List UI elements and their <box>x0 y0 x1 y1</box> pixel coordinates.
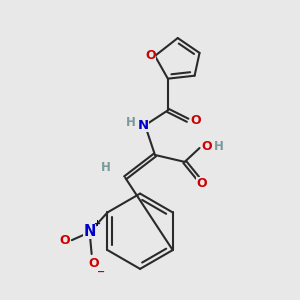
Text: O: O <box>88 257 99 270</box>
Text: N: N <box>137 119 148 132</box>
Text: N: N <box>83 224 96 239</box>
Text: O: O <box>190 114 201 127</box>
Text: H: H <box>213 140 223 152</box>
Text: O: O <box>146 50 156 62</box>
Text: H: H <box>100 161 110 174</box>
Text: +: + <box>93 219 100 228</box>
Text: O: O <box>60 234 70 247</box>
Text: −: − <box>98 267 106 277</box>
Text: H: H <box>126 116 136 129</box>
Text: O: O <box>201 140 212 152</box>
Text: O: O <box>196 177 207 190</box>
